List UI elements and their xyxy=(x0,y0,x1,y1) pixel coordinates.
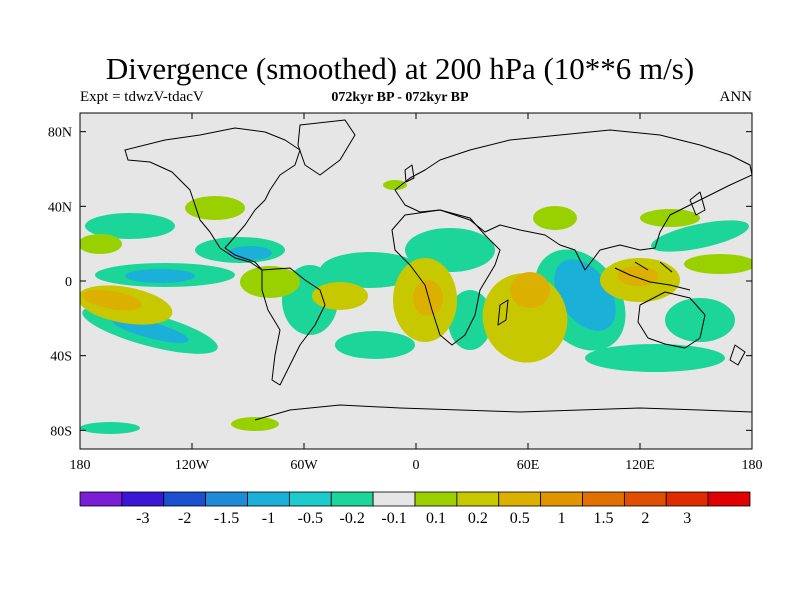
colorbar-label: 3 xyxy=(683,510,691,527)
colorbar-label: 2 xyxy=(641,510,649,527)
colorbar-label: -0.5 xyxy=(298,510,323,527)
colorbar-swatch xyxy=(247,491,290,507)
x-tick-label: 120W xyxy=(175,458,210,473)
colorbar-label: -1.5 xyxy=(214,510,239,527)
divergence-contours xyxy=(80,180,752,434)
contour-region xyxy=(665,298,735,342)
coastline-south-america xyxy=(261,267,326,386)
colorbar-swatch xyxy=(414,491,458,507)
contour-region xyxy=(413,280,443,316)
y-tick-label: 0 xyxy=(65,275,72,290)
contour-region xyxy=(651,220,749,252)
contour-region xyxy=(312,282,368,310)
colorbar-label: -2 xyxy=(178,510,191,527)
contour-region xyxy=(585,344,725,372)
coastline-indonesia xyxy=(614,261,691,291)
experiment-label: Expt = tdwzV-tdacV xyxy=(80,89,204,105)
y-tick-label: 40N xyxy=(48,200,72,215)
x-tick-label: 60W xyxy=(290,458,318,473)
season-label: ANN xyxy=(719,89,753,105)
contour-region xyxy=(80,422,140,434)
colorbar-swatch xyxy=(582,491,625,507)
contour-region xyxy=(684,254,752,274)
colorbar-swatch xyxy=(623,491,667,507)
colorbar-label: -0.1 xyxy=(381,510,406,527)
coastline-uk xyxy=(404,164,415,183)
colorbar-label: 0.1 xyxy=(426,510,446,527)
colorbar-swatch xyxy=(665,491,709,507)
coastline-new-zealand xyxy=(729,344,746,366)
coastlines xyxy=(124,119,752,421)
colorbar-swatch xyxy=(456,491,500,507)
y-tick-label: 40S xyxy=(50,350,72,365)
coastline-madagascar xyxy=(497,299,509,326)
colorbar-label: 1 xyxy=(558,510,566,527)
colorbar-swatch xyxy=(330,491,374,507)
coastline-eurasia xyxy=(394,129,752,271)
plot-title: Divergence (smoothed) at 200 hPa (10**6 … xyxy=(105,51,695,86)
colorbar-swatch xyxy=(79,491,123,507)
map-area xyxy=(80,113,752,449)
contour-region xyxy=(335,331,415,359)
coastline-japan xyxy=(689,191,706,216)
colorbar-swatch xyxy=(372,491,416,507)
contour-region xyxy=(85,213,175,239)
colorbar-label: 0.5 xyxy=(510,510,530,527)
x-tick-label: 120E xyxy=(625,458,655,473)
coastline-africa xyxy=(391,209,501,346)
colorbar-swatch xyxy=(707,491,751,507)
contour-region xyxy=(533,206,577,230)
contour-region xyxy=(80,234,122,254)
contour-region xyxy=(231,417,279,431)
contour-region xyxy=(510,272,550,308)
contour-region xyxy=(125,269,195,283)
x-tick-label: 180 xyxy=(742,458,763,473)
map-axes: 180 120W 60W 0 60E 120E 180 80N 40N 0 40S 80S xyxy=(48,113,763,473)
contour-region xyxy=(383,180,407,190)
colorbar-swatch xyxy=(540,491,583,507)
y-tick-label: 80N xyxy=(48,126,72,141)
period-label: 072kyr BP - 072kyr BP xyxy=(331,90,469,105)
colorbar-swatch xyxy=(205,491,248,507)
coastline-australia xyxy=(637,291,706,349)
colorbar-swatch xyxy=(498,491,542,507)
contour-region xyxy=(448,290,492,350)
contour-region xyxy=(185,196,245,220)
colorbar: -3 -2 -1.5 -1 -0.5 -0.2 -0.1 0.1 0.2 0.5 1 1.5 2 3 xyxy=(79,491,751,527)
contour-region xyxy=(640,209,700,227)
y-tick-label: 80S xyxy=(50,424,72,439)
colorbar-swatch xyxy=(163,491,207,507)
colorbar-swatch xyxy=(121,491,165,507)
contour-region xyxy=(240,266,300,298)
colorbar-swatch xyxy=(288,491,332,507)
contour-region xyxy=(82,289,142,311)
x-tick-label: 60E xyxy=(517,458,540,473)
coastline-antarctica xyxy=(254,404,752,421)
colorbar-label: -3 xyxy=(136,510,149,527)
colorbar-label: -0.2 xyxy=(340,510,365,527)
contour-region xyxy=(320,252,420,288)
coastline-greenland xyxy=(297,119,356,176)
x-tick-label: 180 xyxy=(70,458,91,473)
coastline-north-america xyxy=(124,127,301,271)
contour-region xyxy=(618,266,658,286)
colorbar-label: 1.5 xyxy=(593,510,613,527)
colorbar-label: 0.2 xyxy=(468,510,488,527)
colorbar-label: -1 xyxy=(262,510,275,527)
x-tick-label: 0 xyxy=(413,458,420,473)
